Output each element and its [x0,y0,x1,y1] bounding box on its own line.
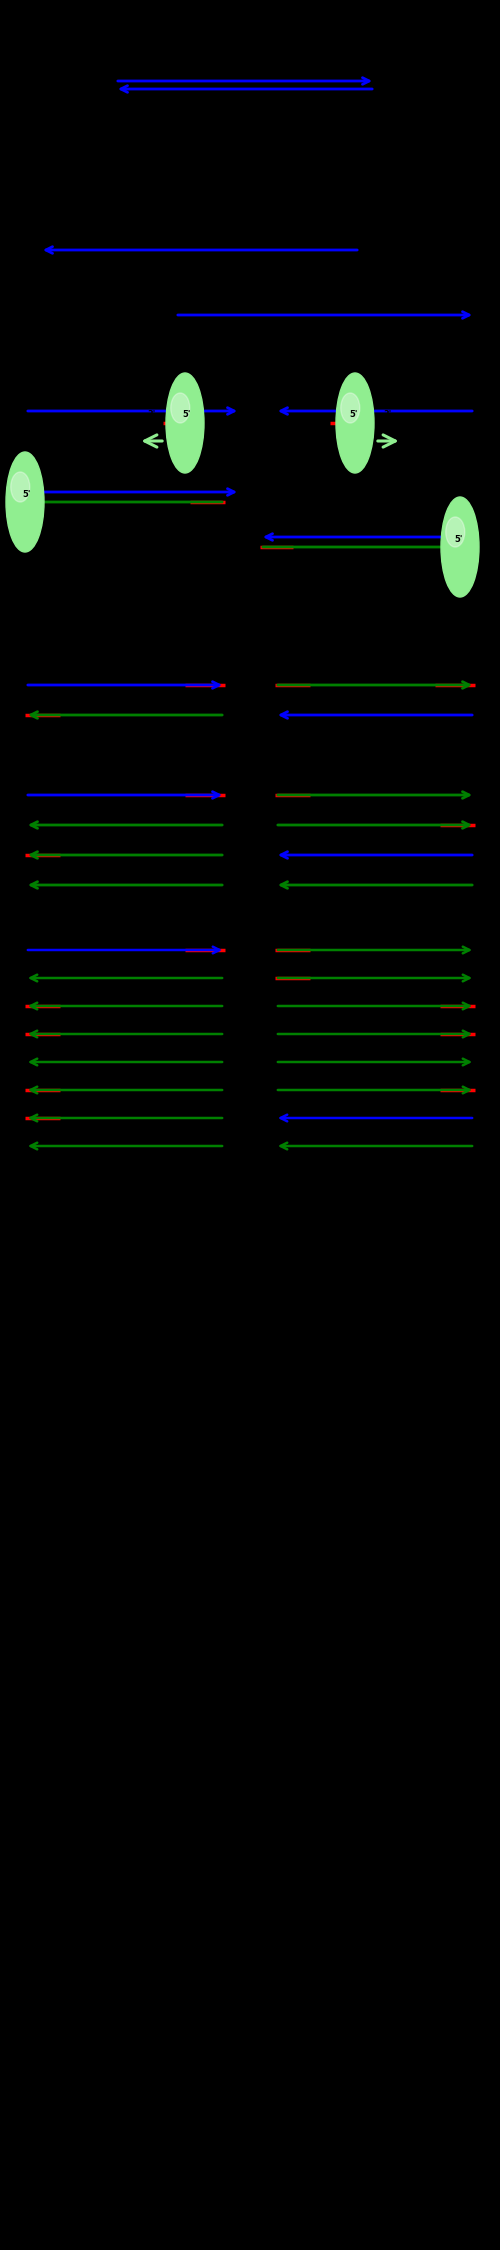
Ellipse shape [171,394,190,423]
Text: 5': 5' [182,410,191,418]
Ellipse shape [6,452,44,551]
Text: 3': 3' [384,410,392,418]
Ellipse shape [446,518,465,547]
Ellipse shape [11,472,30,502]
Ellipse shape [336,374,374,472]
Text: 5': 5' [22,490,31,500]
Text: 3': 3' [148,410,156,418]
Text: 5': 5' [454,536,462,544]
Ellipse shape [166,374,204,472]
Text: 5': 5' [349,410,358,418]
Ellipse shape [441,497,479,596]
Ellipse shape [341,394,360,423]
Text: 3': 3' [489,536,497,544]
